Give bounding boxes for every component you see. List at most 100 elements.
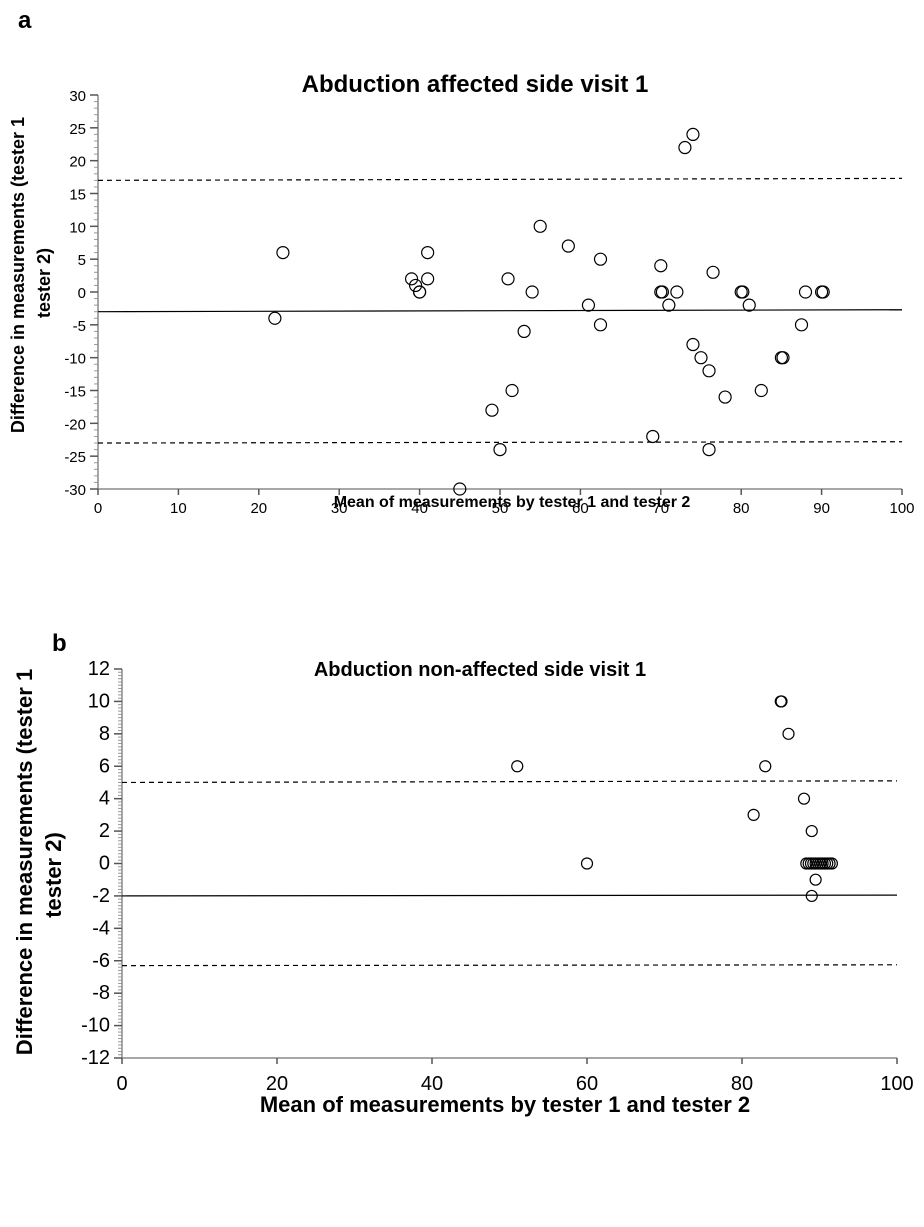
data-point <box>646 429 660 444</box>
data-point <box>662 298 676 312</box>
y-axis-label: Difference in measurements (tester 1 <box>8 117 28 433</box>
x-tick-label: 80 <box>731 1073 753 1095</box>
data-point <box>561 239 575 253</box>
data-point <box>694 351 708 365</box>
panel-letter: a <box>18 7 32 34</box>
data-point <box>413 285 427 299</box>
data-point <box>825 857 839 870</box>
data-point <box>776 351 790 365</box>
y-axis-label: Difference in measurements (tester 1 <box>12 669 37 1055</box>
x-tick-label: 40 <box>411 500 428 517</box>
y-tick-label: -30 <box>64 482 86 499</box>
x-tick-label: 20 <box>250 500 267 517</box>
data-point <box>501 272 515 286</box>
y-tick-label: 0 <box>99 853 110 875</box>
y-tick-label: -15 <box>64 384 86 401</box>
y-tick-label: 15 <box>69 187 86 204</box>
data-point <box>408 278 423 293</box>
data-point <box>718 390 732 404</box>
upper-limit-line <box>121 780 898 784</box>
data-point <box>782 727 795 740</box>
chart-title: Abduction non-affected side visit 1 <box>314 659 646 681</box>
y-tick-label: -10 <box>81 1015 110 1037</box>
x-tick-label: 80 <box>733 500 750 517</box>
y-tick-label: -12 <box>81 1047 110 1069</box>
y-axis-label-line2: tester 2) <box>41 832 66 918</box>
data-point <box>736 285 750 299</box>
data-point <box>686 127 700 141</box>
x-tick-label: 0 <box>116 1073 127 1095</box>
data-point <box>759 760 772 773</box>
y-tick-label: -4 <box>92 917 110 939</box>
mean-difference-line <box>121 894 898 897</box>
x-axis-label: Mean of measurements by tester 1 and tes… <box>334 494 691 511</box>
data-point <box>794 318 809 332</box>
y-tick-label: -10 <box>64 351 86 368</box>
y-tick-label: -25 <box>64 449 86 466</box>
chart-panel-a: a Abduction affected side visit 1 30 25 20 15… <box>8 7 915 517</box>
y-tick-label: 25 <box>69 121 86 138</box>
data-point <box>797 792 811 805</box>
x-tick-label: 60 <box>576 1073 598 1095</box>
data-point <box>525 285 539 299</box>
y-tick-label: 12 <box>88 658 110 680</box>
lower-limit-line <box>121 964 898 967</box>
data-point <box>655 285 670 299</box>
data-point <box>702 364 716 378</box>
y-tick-label: 10 <box>88 690 110 712</box>
data-point <box>798 285 813 299</box>
x-axis-label: Mean of measurements by tester 1 and tes… <box>260 1092 750 1117</box>
x-tick-label: 50 <box>492 500 509 517</box>
x-tick-label: 100 <box>880 1073 913 1095</box>
data-point <box>268 311 282 325</box>
y-tick-label: 4 <box>99 788 110 810</box>
data-point <box>485 403 499 417</box>
y-tick-label: -6 <box>92 950 110 972</box>
data-point <box>517 324 531 338</box>
data-point <box>775 695 788 708</box>
data-point <box>754 383 768 398</box>
x-tick-label: 0 <box>94 500 102 517</box>
y-axis-label-line2: tester 2) <box>34 248 54 318</box>
data-point <box>702 443 716 457</box>
data-point <box>747 808 760 821</box>
y-tick-label: -20 <box>64 416 86 433</box>
data-point <box>580 857 594 870</box>
y-tick-label: 8 <box>99 723 110 745</box>
y-tick-label: -5 <box>73 318 86 335</box>
y-tick-label: -2 <box>92 885 110 907</box>
x-tick-label: 40 <box>421 1073 443 1095</box>
data-point <box>493 443 507 457</box>
data-point <box>805 889 818 903</box>
data-point <box>670 285 684 299</box>
data-point <box>453 482 467 496</box>
y-tick-label: 30 <box>69 88 86 105</box>
x-tick-label: 10 <box>170 500 187 517</box>
data-point <box>593 318 608 332</box>
chart-panel-b: b Abduction non-affected side visit 1 12 10… <box>12 630 914 1117</box>
data-point <box>654 259 668 273</box>
y-tick-label: 20 <box>69 154 86 171</box>
y-tick-label: 6 <box>99 755 110 777</box>
data-point <box>421 272 435 286</box>
x-tick-label: 30 <box>331 500 348 517</box>
y-tick-label: -8 <box>92 982 110 1004</box>
x-tick-label: 70 <box>652 500 669 517</box>
data-point <box>816 285 830 299</box>
y-tick-label: 5 <box>78 252 86 269</box>
data-point <box>581 298 596 312</box>
x-tick-label: 60 <box>572 500 589 517</box>
lower-limit-line <box>97 441 903 444</box>
data-point <box>533 219 547 233</box>
y-tick-label: 0 <box>78 285 86 302</box>
data-point <box>404 272 419 286</box>
data-point <box>809 873 822 886</box>
data-point <box>742 298 756 312</box>
data-point <box>421 246 435 260</box>
data-point <box>276 246 290 260</box>
data-point <box>593 252 608 266</box>
panel-letter: b <box>52 630 67 657</box>
data-point <box>686 337 700 352</box>
data-point <box>805 824 818 838</box>
